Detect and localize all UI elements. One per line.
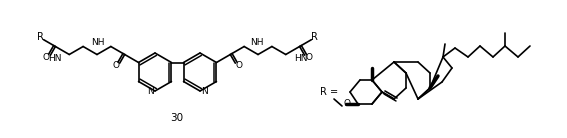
Text: O: O [43,53,50,62]
Text: O: O [236,61,243,70]
Text: O: O [112,61,119,70]
Text: N: N [147,87,154,96]
Text: HN: HN [294,54,307,63]
Text: R =: R = [320,87,338,97]
Text: HN: HN [48,54,61,63]
Text: NH: NH [91,38,105,47]
Text: N: N [201,87,208,96]
Text: R: R [37,32,44,42]
Text: O: O [305,53,312,62]
Text: O: O [344,99,350,108]
Text: 30: 30 [171,113,184,123]
Text: NH: NH [250,38,264,47]
Text: R: R [311,32,318,42]
